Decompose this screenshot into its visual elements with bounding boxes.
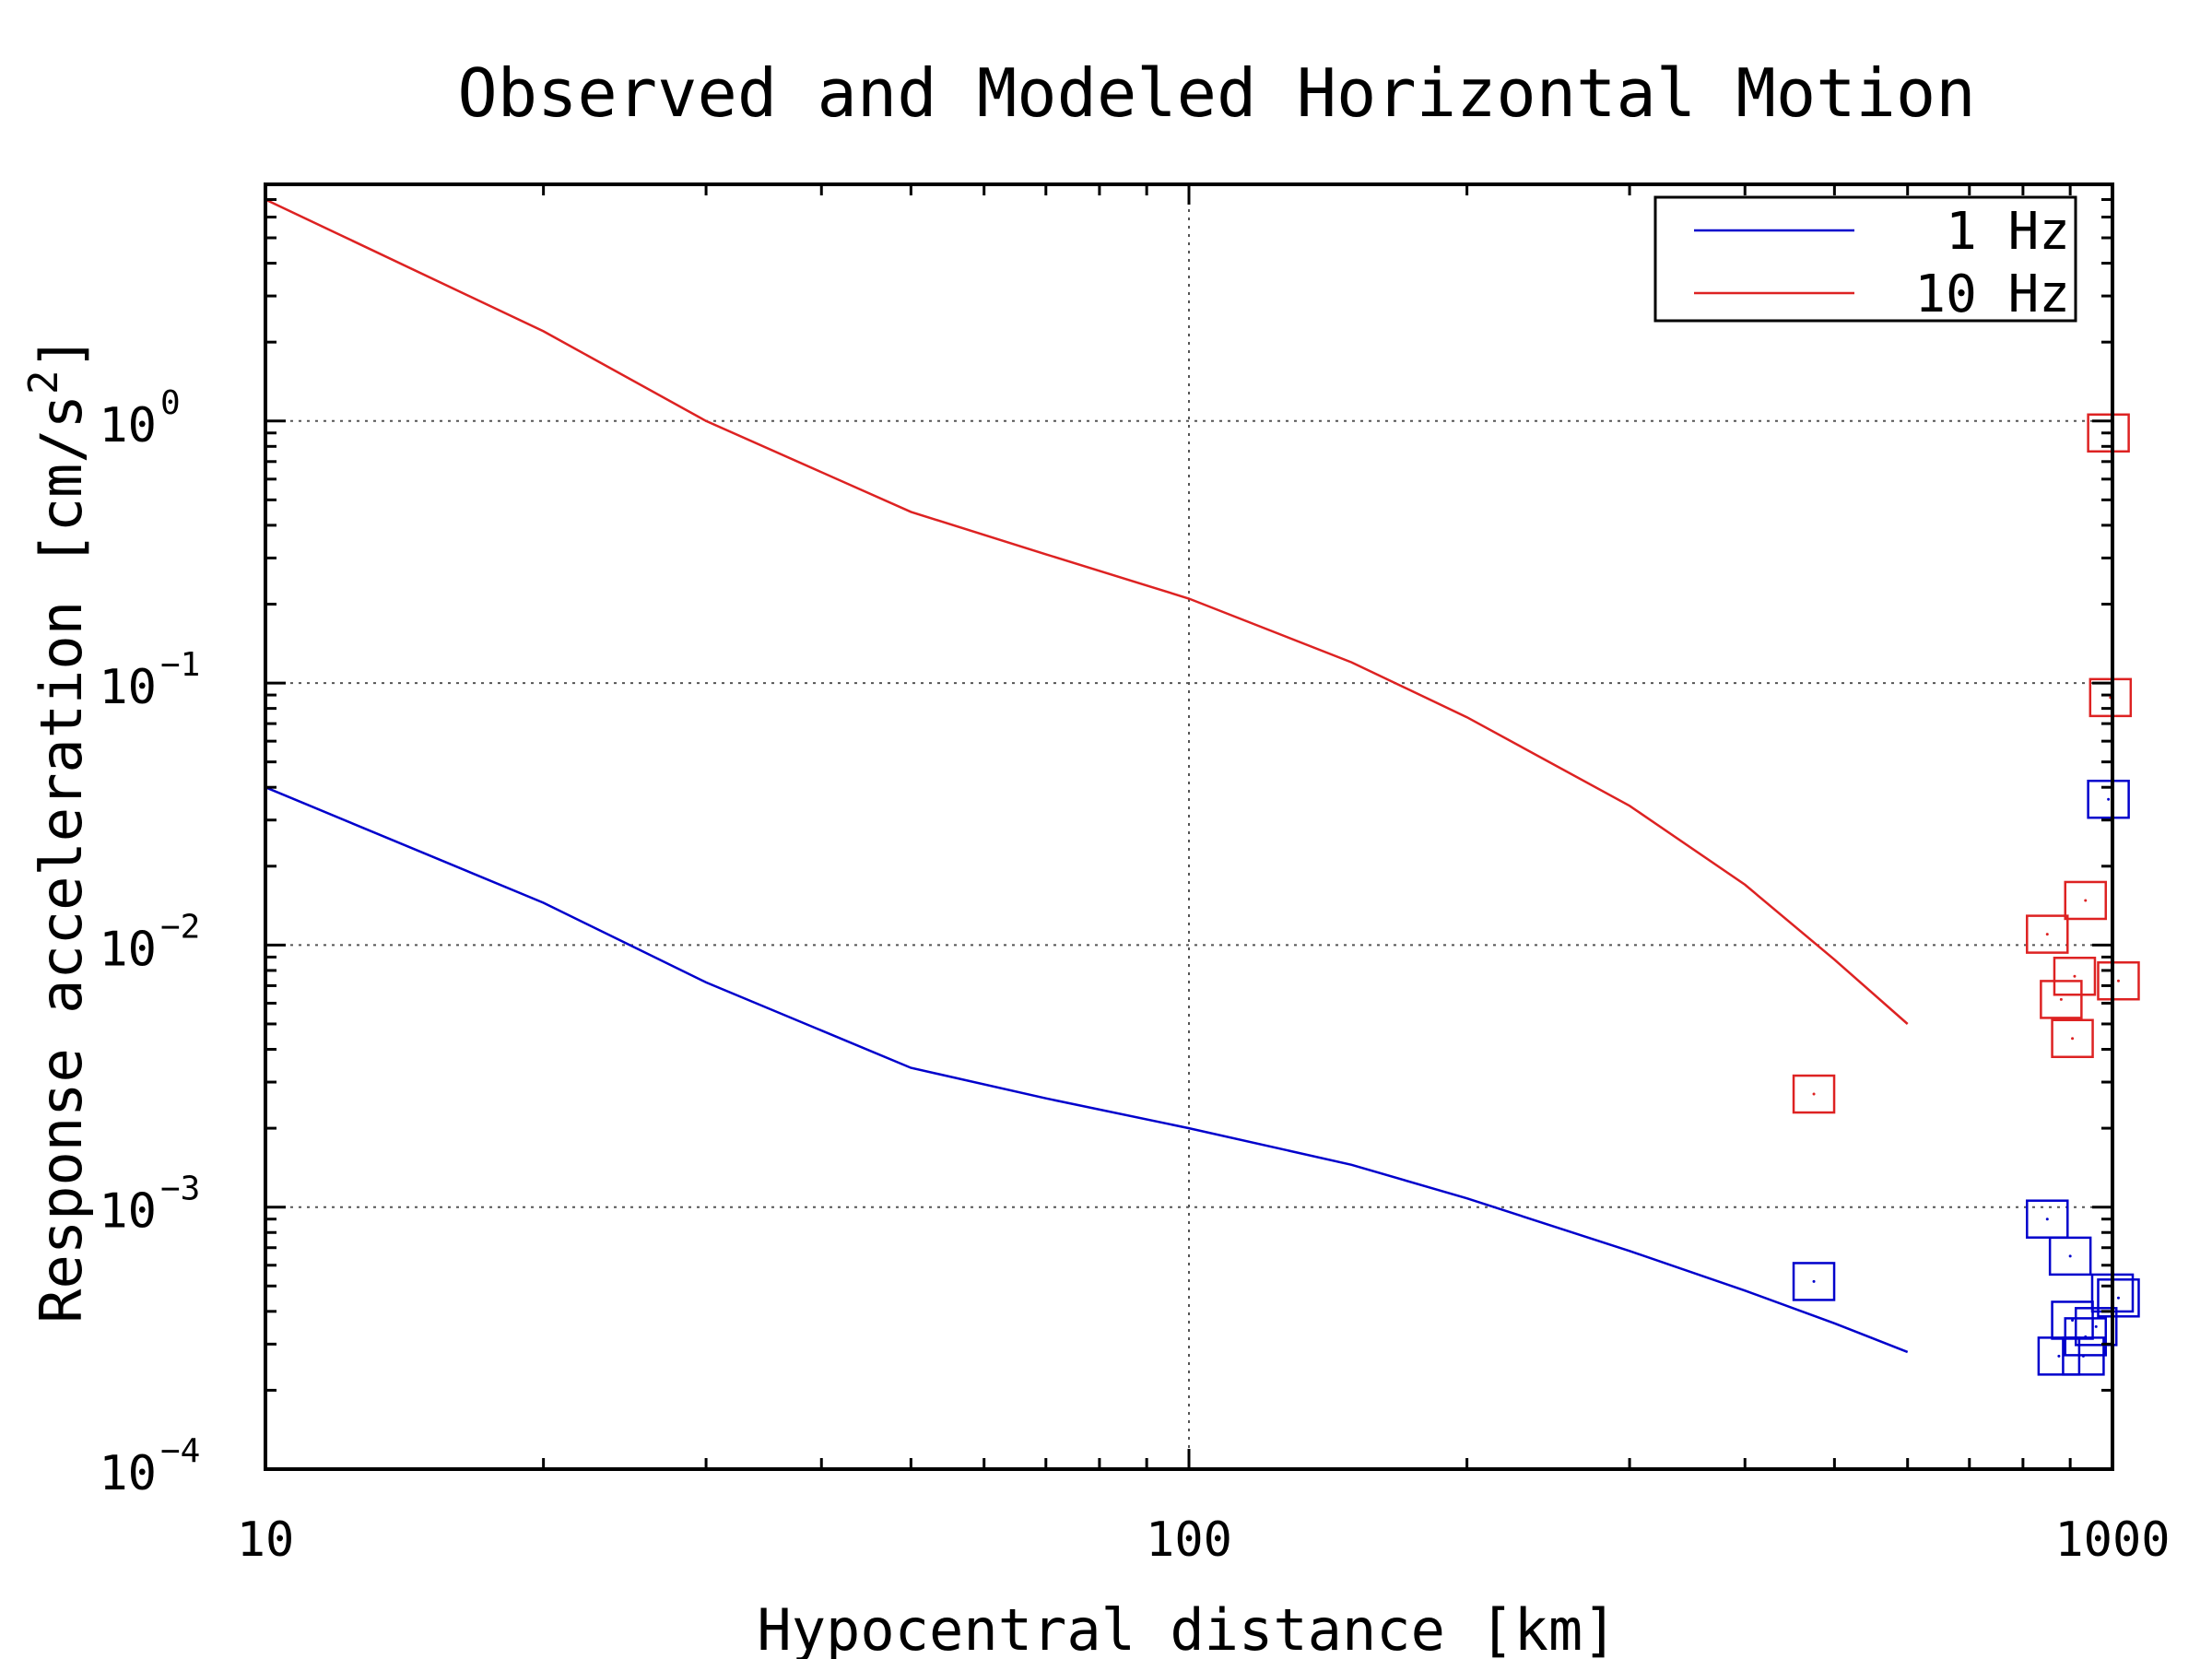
legend-label-series-1: 1 Hz (1946, 202, 2070, 262)
axis-ticks (264, 182, 2112, 1471)
observed-marker-series-1 (2026, 1199, 2069, 1239)
observed-point-series-2 (2116, 979, 2120, 982)
observed-marker-series-2 (1792, 1074, 1836, 1114)
observed-marker-series-2 (2097, 960, 2140, 1001)
observed-marker-series-2 (2053, 957, 2097, 996)
observed-point-series-2 (1812, 1092, 1816, 1096)
observed-marker-series-1 (2064, 1317, 2108, 1357)
observed-point-series-1 (2094, 1324, 2098, 1328)
grid-lines (265, 184, 2112, 1469)
observed-marker-series-1 (2087, 779, 2130, 819)
x-axis-label: Hypocentral distance [km] (757, 1596, 1617, 1659)
y-axis-label-tail: ] (28, 335, 95, 370)
observed-point-series-1 (2057, 1354, 2061, 1358)
observed-marker-series-1 (1792, 1262, 1836, 1301)
y-axis-label-main: Response acceleration [cm/s (28, 394, 95, 1324)
observed-marker-series-2 (2051, 1018, 2094, 1058)
observed-point-series-2 (2073, 974, 2077, 978)
observed-marker-series-1 (2048, 1236, 2092, 1277)
observed-point-series-1 (2084, 1335, 2088, 1338)
chart-title: Observed and Modeled Horizontal Motion (457, 54, 1975, 132)
x-tick-label: 1000 (2054, 1512, 2170, 1568)
observed-marker-series-1 (2074, 1307, 2118, 1347)
y-axis-label-superscript: 2 (20, 370, 67, 394)
y-axis-label: Response acceleration [cm/s2] (20, 335, 95, 1324)
y-tick-label: 10 (99, 398, 157, 453)
y-tick-label: 10 (99, 660, 157, 715)
plot-series (265, 198, 2140, 1376)
model-line-series-2 (265, 198, 1909, 1025)
observed-marker-series-2 (2026, 914, 2069, 954)
observed-point-series-2 (2045, 933, 2049, 936)
observed-marker-series-2 (2087, 413, 2130, 453)
observed-point-series-1 (2045, 1218, 2049, 1221)
legend-label-series-2: 10 Hz (1914, 265, 2070, 324)
observed-marker-series-2 (2040, 980, 2083, 1019)
y-tick-exponent: −4 (160, 1432, 200, 1470)
y-tick-exponent: 0 (160, 384, 181, 422)
observed-point-series-1 (2071, 1318, 2075, 1322)
observed-marker-series-1 (2097, 1278, 2140, 1318)
observed-point-series-1 (2107, 797, 2111, 801)
y-tick-label: 10 (99, 922, 157, 977)
y-tick-exponent: −3 (160, 1171, 200, 1208)
x-tick-label: 100 (1146, 1512, 1232, 1568)
y-tick-exponent: −1 (160, 646, 200, 684)
model-line-series-1 (265, 786, 1909, 1354)
x-tick-label: 10 (237, 1512, 295, 1568)
y-tick-label: 10 (99, 1446, 157, 1501)
observed-marker-series-2 (2088, 677, 2133, 718)
observed-point-series-2 (2071, 1037, 2075, 1041)
y-tick-exponent: −2 (160, 908, 200, 946)
y-tick-label: 10 (99, 1184, 157, 1240)
observed-point-series-2 (2059, 997, 2063, 1001)
observed-point-series-1 (2116, 1296, 2120, 1300)
observed-marker-series-2 (2064, 880, 2108, 921)
observed-point-series-1 (1812, 1279, 1816, 1283)
observed-point-series-1 (2068, 1254, 2072, 1258)
observed-point-series-2 (2084, 899, 2088, 902)
legend-box (1653, 195, 2077, 323)
